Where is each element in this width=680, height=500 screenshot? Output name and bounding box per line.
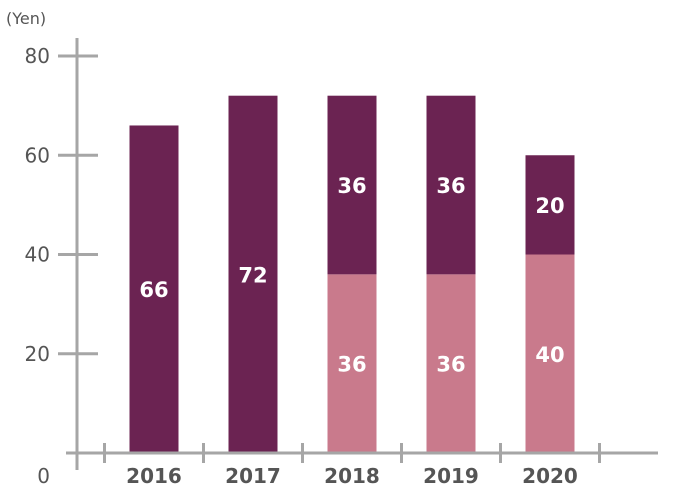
y-tick-label: 60 <box>25 143 50 167</box>
bar-segment <box>228 95 278 453</box>
bar-value-label: 20 <box>535 194 564 218</box>
bar-value-label: 36 <box>436 353 465 377</box>
x-tick-label: 2016 <box>126 464 182 488</box>
y-tick-label: 40 <box>25 243 50 267</box>
bar-segment <box>525 155 575 255</box>
bar-segment <box>327 95 377 275</box>
y-tick-label: 80 <box>25 44 50 68</box>
bar-value-label: 36 <box>436 174 465 198</box>
x-tick-label: 2017 <box>225 464 281 488</box>
x-axis: 2016 2017 2018 2019 2020 <box>66 443 658 488</box>
bar-segment <box>327 274 377 453</box>
y-axis: 0 20 40 60 80 <box>25 38 98 488</box>
bar-value-label: 36 <box>337 353 366 377</box>
bar-value-label: 40 <box>535 343 564 367</box>
bars: 66 72 36 36 36 36 40 20 <box>129 95 575 453</box>
bar-segment <box>129 125 179 453</box>
bar-segment <box>525 254 575 453</box>
x-tick-label: 2018 <box>324 464 380 488</box>
bar-segment <box>426 274 476 453</box>
y-tick-label: 0 <box>37 464 50 488</box>
x-tick-label: 2019 <box>423 464 479 488</box>
bar-value-label: 66 <box>139 278 168 302</box>
bar-value-label: 36 <box>337 174 366 198</box>
y-unit-label: (Yen) <box>6 9 46 28</box>
bar-segment <box>426 95 476 275</box>
bar-value-label: 72 <box>238 263 267 287</box>
y-tick-label: 20 <box>25 342 50 366</box>
x-tick-label: 2020 <box>522 464 578 488</box>
